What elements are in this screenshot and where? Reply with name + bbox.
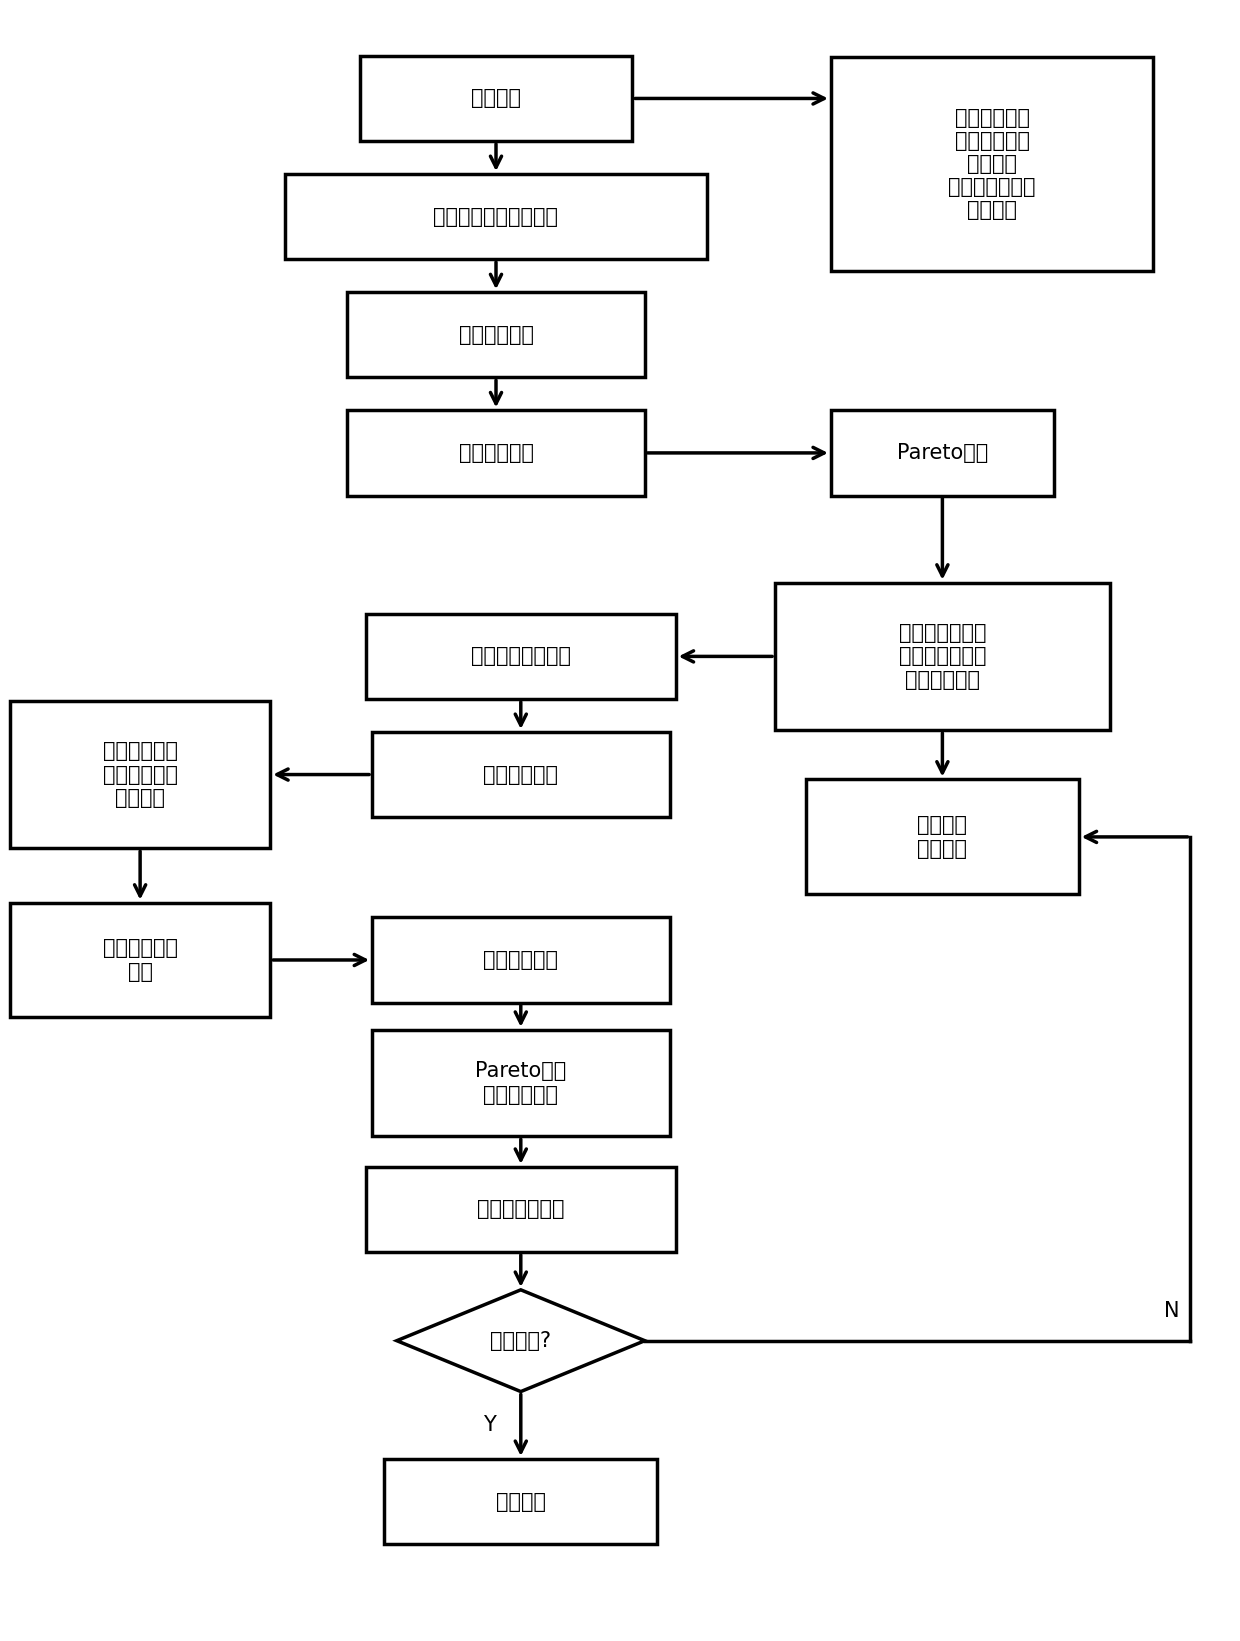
Text: Pareto排序: Pareto排序: [897, 443, 988, 463]
FancyBboxPatch shape: [831, 57, 1153, 271]
Text: 评价每个个体: 评价每个个体: [484, 950, 558, 970]
Text: Y: Y: [484, 1415, 496, 1436]
FancyBboxPatch shape: [366, 614, 676, 699]
FancyBboxPatch shape: [360, 56, 632, 141]
FancyBboxPatch shape: [347, 410, 645, 496]
Text: 最佳个体对其
他个体仅进行
负荷同化: 最佳个体对其 他个体仅进行 负荷同化: [103, 742, 177, 807]
Text: 最佳个体对被支
配个体进行不包
含负荷的同化: 最佳个体对被支 配个体进行不包 含负荷的同化: [899, 624, 986, 689]
Text: 选出下一代种群: 选出下一代种群: [477, 1200, 564, 1219]
FancyBboxPatch shape: [775, 583, 1110, 730]
Text: 采集数据: 采集数据: [471, 89, 521, 108]
Text: 根据数据建立优化模型: 根据数据建立优化模型: [434, 207, 558, 226]
FancyBboxPatch shape: [372, 732, 670, 817]
Text: 对种群初始化: 对种群初始化: [459, 325, 533, 345]
FancyBboxPatch shape: [831, 410, 1054, 496]
Text: Pareto排序
拥挤距离排序: Pareto排序 拥挤距离排序: [475, 1062, 567, 1104]
FancyBboxPatch shape: [347, 292, 645, 377]
Text: 光伏出力预测
负荷数据预测
市场信息
微电网设备信息
其他信息: 光伏出力预测 负荷数据预测 市场信息 微电网设备信息 其他信息: [949, 108, 1035, 220]
FancyBboxPatch shape: [384, 1459, 657, 1544]
Text: 调度指令: 调度指令: [496, 1492, 546, 1511]
FancyBboxPatch shape: [366, 1167, 676, 1252]
FancyBboxPatch shape: [372, 917, 670, 1003]
FancyBboxPatch shape: [806, 779, 1079, 894]
Text: 所有个体
负荷调度: 所有个体 负荷调度: [918, 816, 967, 858]
Text: 储能、各电源调度: 储能、各电源调度: [471, 647, 570, 666]
FancyBboxPatch shape: [372, 1031, 670, 1136]
Text: N: N: [1164, 1301, 1179, 1321]
Polygon shape: [397, 1290, 645, 1392]
Text: 评价每个个体: 评价每个个体: [484, 765, 558, 784]
FancyBboxPatch shape: [285, 174, 707, 259]
Text: 储能、各电源
调度: 储能、各电源 调度: [103, 939, 177, 981]
FancyBboxPatch shape: [10, 903, 270, 1017]
Text: 评价每个个体: 评价每个个体: [459, 443, 533, 463]
Text: 迭代完成?: 迭代完成?: [490, 1331, 552, 1351]
FancyBboxPatch shape: [10, 701, 270, 848]
